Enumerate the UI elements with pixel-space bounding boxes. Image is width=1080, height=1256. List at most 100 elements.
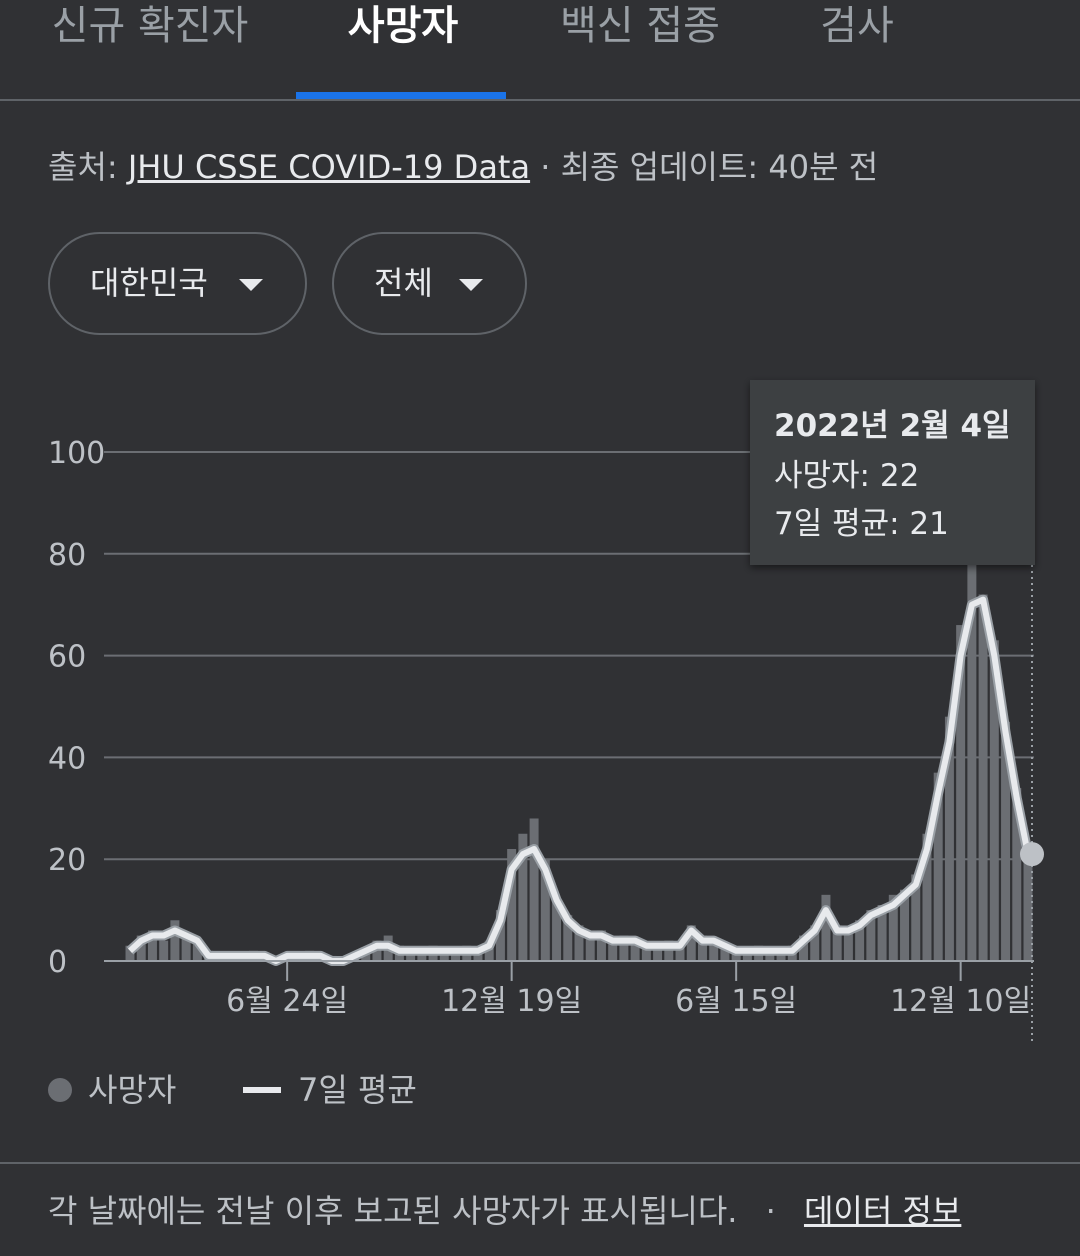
bar <box>799 935 808 961</box>
bar <box>406 950 416 961</box>
bar <box>675 945 685 961</box>
bar <box>742 950 752 961</box>
bar <box>552 899 562 961</box>
bar <box>136 935 146 961</box>
bar <box>697 935 707 961</box>
legend-label: 사망자 <box>88 1071 176 1109</box>
bar <box>563 915 573 961</box>
bar <box>653 945 663 961</box>
bar <box>473 950 483 961</box>
bar <box>810 925 820 961</box>
bar <box>170 920 180 961</box>
bar <box>585 935 595 961</box>
bar <box>596 930 606 961</box>
divider <box>0 99 1080 101</box>
bar <box>574 925 584 961</box>
y-tick-label: 40 <box>48 741 86 776</box>
bar <box>529 818 539 961</box>
y-tick-label: 100 <box>48 436 105 471</box>
bar <box>451 950 461 961</box>
bar <box>181 935 191 961</box>
bar <box>888 894 898 961</box>
bar <box>495 910 505 961</box>
x-tick-label: 12월 10일 <box>890 984 1031 1019</box>
divider <box>0 1162 1080 1164</box>
y-tick-label: 60 <box>48 640 86 675</box>
dropdown-arrow <box>239 279 263 291</box>
bar <box>630 940 640 961</box>
bar <box>192 940 202 961</box>
line <box>127 596 1031 964</box>
legend-swatch <box>48 1078 72 1102</box>
region-dropdown[interactable]: 전체 <box>332 232 527 335</box>
bar <box>731 950 741 961</box>
bar <box>664 940 674 961</box>
bar <box>1001 721 1011 961</box>
x-tick-label: 6월 24일 <box>226 984 348 1019</box>
bar <box>709 940 719 961</box>
x-tick-label: 12월 19일 <box>441 984 582 1019</box>
bar <box>720 945 730 961</box>
tooltip-box <box>750 380 1035 565</box>
bar <box>765 950 775 961</box>
bar <box>125 945 135 961</box>
bar <box>608 940 618 961</box>
updated: · 최종 업데이트: 40분 전 <box>540 148 879 186</box>
tab-indicator <box>296 92 506 99</box>
bar <box>1023 849 1033 961</box>
bar <box>159 940 169 961</box>
dropdown-label: 대한민국 <box>90 264 208 302</box>
country-dropdown[interactable]: 대한민국 <box>48 232 307 335</box>
source-line: 출처: JHU CSSE COVID-19 Data · 최종 업데이트: 40… <box>48 142 878 188</box>
footer: 각 날짜에는 전날 이후 보고된 사망자가 표시됩니다. · 데이터 정보 <box>48 1186 961 1232</box>
bar <box>900 889 910 961</box>
source-link[interactable]: JHU CSSE COVID-19 Data <box>127 148 531 186</box>
tab[interactable]: 신규 확진자 <box>51 3 249 49</box>
bar <box>967 543 977 961</box>
footer-note: 각 날짜에는 전날 이후 보고된 사망자가 표시됩니다. <box>48 1192 738 1230</box>
bar <box>843 930 853 961</box>
x-tick-label: 6월 15일 <box>675 984 797 1019</box>
y-tick-label: 0 <box>48 945 67 980</box>
bar <box>855 920 865 961</box>
tooltip-title: 2022년 2월 4일 <box>774 408 1011 444</box>
dropdown-arrow <box>459 279 483 291</box>
bar <box>978 594 988 961</box>
bar <box>1012 787 1022 961</box>
bar <box>866 910 876 961</box>
separator: · <box>765 1192 776 1230</box>
bar <box>147 930 157 961</box>
tooltip-line: 7일 평균: 21 <box>774 506 949 542</box>
data-info-link[interactable]: 데이터 정보 <box>803 1192 962 1230</box>
bar <box>922 833 932 961</box>
y-tick-label: 20 <box>48 843 86 878</box>
y-tick-label: 80 <box>48 538 86 573</box>
bar <box>956 625 966 961</box>
tab[interactable]: 사망자 <box>347 3 459 49</box>
hover-dot <box>1020 842 1044 867</box>
source-label: 출처: <box>48 148 118 186</box>
bar <box>507 849 517 961</box>
tab[interactable]: 검사 <box>820 3 894 49</box>
dropdown-label: 전체 <box>374 264 433 302</box>
bar <box>989 640 999 961</box>
bar <box>877 905 887 961</box>
tab[interactable]: 백신 접종 <box>560 3 720 49</box>
bar <box>832 925 842 961</box>
bar <box>686 925 696 961</box>
bar <box>911 874 921 961</box>
bar <box>518 833 528 961</box>
bar <box>776 950 786 961</box>
bar <box>933 772 943 961</box>
bar <box>944 716 954 961</box>
bar <box>821 894 831 961</box>
legend-label: 7일 평균 <box>298 1071 417 1109</box>
tooltip-line: 사망자: 22 <box>774 458 919 494</box>
bar <box>641 945 651 961</box>
bar <box>439 950 449 961</box>
bar <box>619 935 629 961</box>
